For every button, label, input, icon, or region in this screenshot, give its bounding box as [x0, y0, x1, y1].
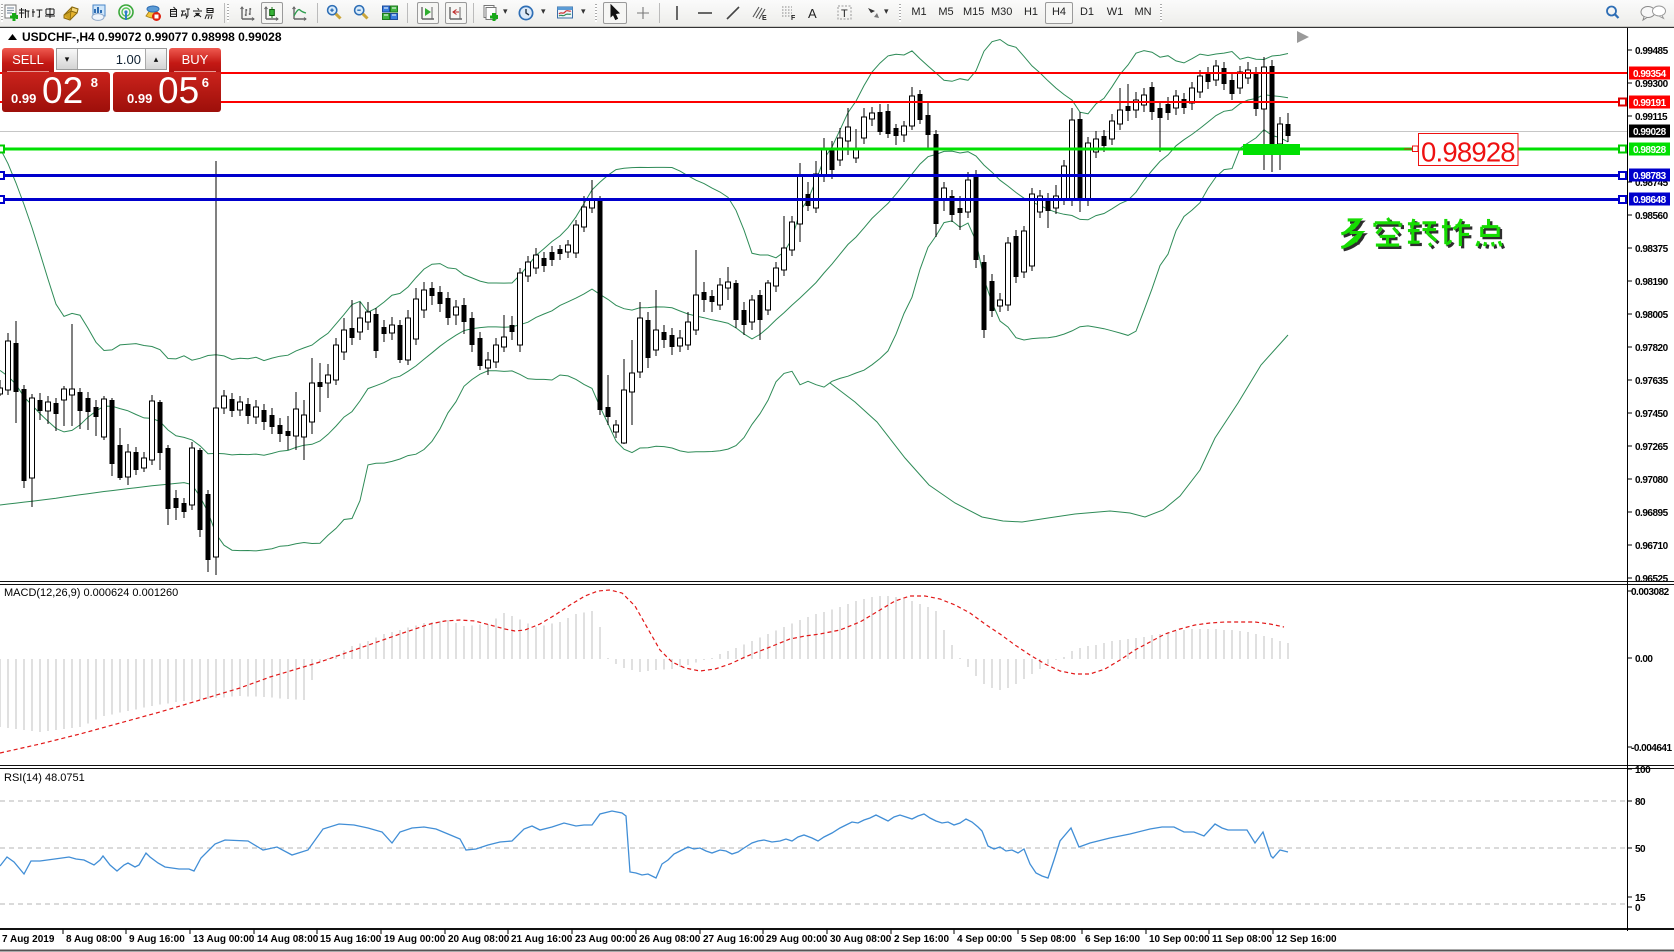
- svg-text:0.99115: 0.99115: [1635, 112, 1668, 123]
- svg-text:0.00: 0.00: [1635, 654, 1653, 665]
- svg-text:23 Aug 00:00: 23 Aug 00:00: [575, 934, 637, 945]
- svg-text:0.98928: 0.98928: [1633, 145, 1667, 156]
- svg-text:0.99191: 0.99191: [1633, 98, 1667, 109]
- svg-text:0.96710: 0.96710: [1635, 541, 1669, 552]
- svg-text:5 Sep 08:00: 5 Sep 08:00: [1021, 934, 1076, 945]
- svg-text:2 Sep 16:00: 2 Sep 16:00: [894, 934, 949, 945]
- svg-text:19 Aug 00:00: 19 Aug 00:00: [384, 934, 446, 945]
- svg-text:MACD(12,26,9) 0.000624 0.00126: MACD(12,26,9) 0.000624 0.001260: [4, 587, 178, 599]
- svg-text:0.98745: 0.98745: [1635, 178, 1669, 189]
- svg-text:RSI(14) 48.0751: RSI(14) 48.0751: [4, 772, 85, 784]
- svg-text:6 Sep 16:00: 6 Sep 16:00: [1085, 934, 1140, 945]
- svg-text:T: T: [841, 8, 848, 20]
- svg-text:11 Sep 08:00: 11 Sep 08:00: [1212, 934, 1272, 945]
- svg-text:0.98005: 0.98005: [1635, 310, 1669, 321]
- svg-text:13 Aug 00:00: 13 Aug 00:00: [193, 934, 255, 945]
- svg-text:-0.004641: -0.004641: [1631, 743, 1672, 754]
- svg-text:0.96525: 0.96525: [1635, 574, 1669, 585]
- svg-text:29 Aug 00:00: 29 Aug 00:00: [766, 934, 828, 945]
- svg-text:0.98648: 0.98648: [1633, 195, 1667, 206]
- svg-text:0.96895: 0.96895: [1635, 508, 1669, 519]
- svg-text:14 Aug 08:00: 14 Aug 08:00: [257, 934, 319, 945]
- svg-text:21 Aug 16:00: 21 Aug 16:00: [511, 934, 573, 945]
- svg-text:80: 80: [1635, 797, 1646, 808]
- svg-text:0.98560: 0.98560: [1635, 211, 1669, 222]
- svg-text:0.97265: 0.97265: [1635, 442, 1669, 453]
- svg-text:50: 50: [1635, 844, 1646, 855]
- svg-text:E: E: [762, 15, 767, 22]
- svg-text:26 Aug 08:00: 26 Aug 08:00: [639, 934, 701, 945]
- svg-text:0.97820: 0.97820: [1635, 343, 1669, 354]
- svg-text:0.99028: 0.99028: [1633, 127, 1667, 138]
- svg-text:7 Aug 2019: 7 Aug 2019: [2, 934, 55, 945]
- svg-text:12 Sep 16:00: 12 Sep 16:00: [1276, 934, 1337, 945]
- svg-text:0.97450: 0.97450: [1635, 409, 1669, 420]
- svg-text:4 Sep 00:00: 4 Sep 00:00: [957, 934, 1012, 945]
- svg-text:0.98190: 0.98190: [1635, 277, 1669, 288]
- svg-text:10 Sep 00:00: 10 Sep 00:00: [1149, 934, 1210, 945]
- svg-text:8 Aug 08:00: 8 Aug 08:00: [66, 934, 122, 945]
- svg-text:100: 100: [1635, 765, 1651, 776]
- svg-text:0.97080: 0.97080: [1635, 475, 1669, 486]
- svg-text:0.98783: 0.98783: [1633, 171, 1667, 182]
- svg-text:0: 0: [1635, 903, 1641, 914]
- svg-text:0.99354: 0.99354: [1633, 69, 1667, 80]
- svg-text:15 Aug 16:00: 15 Aug 16:00: [320, 934, 382, 945]
- svg-text:0.99485: 0.99485: [1635, 46, 1669, 57]
- svg-text:USDCHF-,H4 0.99072 0.99077 0.: USDCHF-,H4 0.99072 0.99077 0.98998 0.990…: [22, 30, 282, 44]
- svg-text:27 Aug 16:00: 27 Aug 16:00: [703, 934, 765, 945]
- svg-text:30 Aug 08:00: 30 Aug 08:00: [830, 934, 892, 945]
- svg-text:0.97635: 0.97635: [1635, 376, 1669, 387]
- svg-text:0.98928: 0.98928: [1421, 137, 1515, 168]
- svg-text:9 Aug 16:00: 9 Aug 16:00: [129, 934, 185, 945]
- svg-text:0.99300: 0.99300: [1635, 79, 1669, 90]
- svg-text:F: F: [791, 15, 796, 22]
- svg-text:0.98375: 0.98375: [1635, 244, 1669, 255]
- svg-text:15: 15: [1635, 893, 1646, 904]
- svg-text:20 Aug 08:00: 20 Aug 08:00: [448, 934, 510, 945]
- svg-text:0.003082: 0.003082: [1631, 587, 1670, 598]
